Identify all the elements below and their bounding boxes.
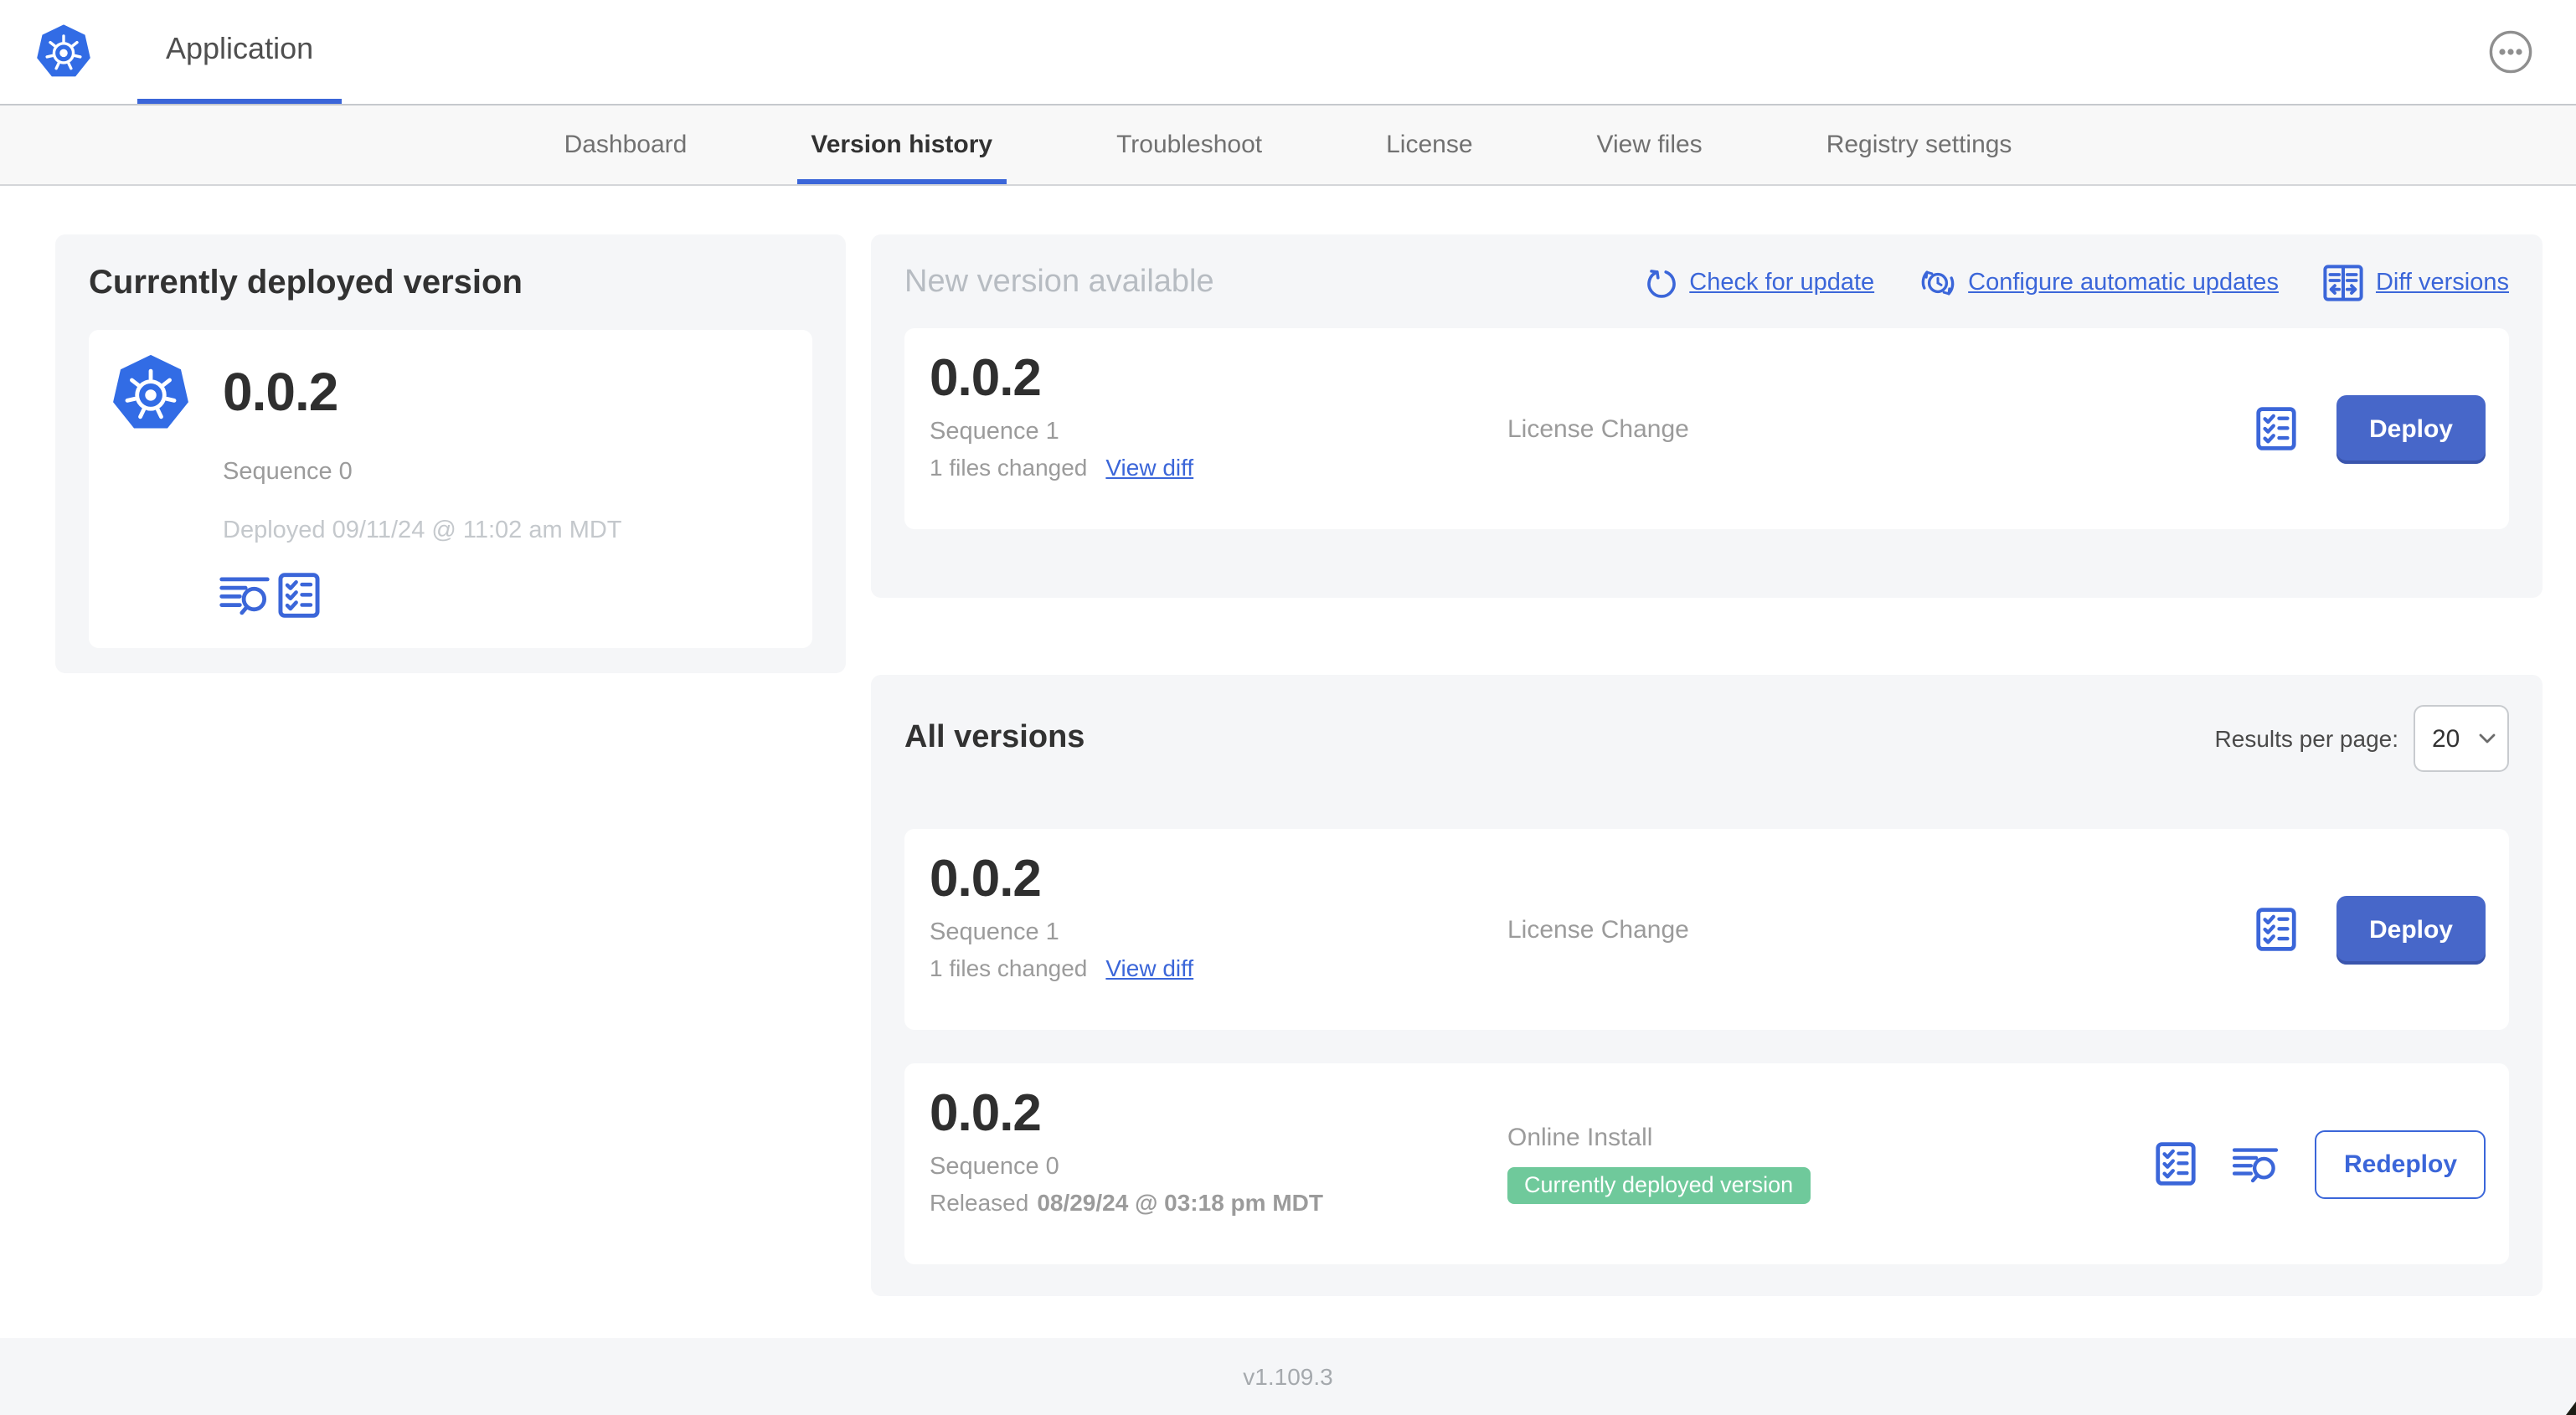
checklist-icon (278, 573, 320, 618)
released-timestamp: 08/29/24 @ 03:18 pm MDT (1037, 1189, 1323, 1217)
deploy-logs-icon-button[interactable] (2233, 1145, 2279, 1183)
tab-label: License (1386, 131, 1473, 159)
preflight-checks-icon-button[interactable] (2156, 1142, 2197, 1186)
kubernetes-logo-icon (35, 23, 92, 80)
preflight-checks-icon-button[interactable] (2256, 908, 2296, 951)
auto-update-icon (1919, 266, 1956, 300)
currently-deployed-title: Currently deployed version (89, 265, 523, 301)
subnav-tabs: Dashboard Version history Troubleshoot L… (0, 105, 2576, 186)
results-per-page-select[interactable]: 20 (2414, 705, 2509, 772)
app-title: Application (166, 32, 314, 65)
all-versions-title: All versions (904, 720, 1085, 755)
preflight-checks-icon-button[interactable] (2256, 407, 2296, 450)
app-title-tab[interactable]: Application (137, 0, 343, 104)
header-spacer (342, 0, 2489, 104)
released-prefix: Released (930, 1189, 1029, 1217)
current-version-number: 0.0.2 (223, 362, 338, 423)
version-sequence: Sequence 1 (930, 419, 1059, 446)
version-row: 0.0.2 Sequence 0 Released 08/29/24 @ 03:… (904, 1063, 2509, 1264)
currently-deployed-panel: Currently deployed version 0.0.2 Sequenc… (55, 234, 846, 673)
current-deployed-timestamp: Deployed 09/11/24 @ 11:02 am MDT (223, 517, 622, 544)
view-diff-link[interactable]: View diff (1105, 454, 1194, 481)
files-changed-label: 1 files changed (930, 954, 1088, 982)
diff-versions-link[interactable]: Diff versions (2324, 265, 2509, 301)
refresh-icon (1644, 266, 1677, 300)
tab-registry-settings[interactable]: Registry settings (1813, 105, 2026, 184)
console-version: v1.109.3 (1243, 1363, 1333, 1390)
deploy-logs-icon-button[interactable] (219, 574, 270, 616)
redeploy-button[interactable]: Redeploy (2315, 1129, 2486, 1198)
version-source-label: License Change (1507, 915, 1689, 944)
current-sequence: Sequence 0 (223, 459, 353, 486)
version-sequence: Sequence 0 (930, 1154, 1059, 1181)
top-header: Application (0, 0, 2576, 105)
version-source-label: License Change (1507, 414, 1689, 443)
tab-troubleshoot[interactable]: Troubleshoot (1103, 105, 1275, 184)
footer: v1.109.3 (0, 1338, 2576, 1415)
tab-label: Dashboard (564, 131, 688, 159)
tab-label: Troubleshoot (1116, 131, 1263, 159)
new-version-panel: New version available Check for update C… (871, 234, 2543, 598)
version-source-label: Online Install (1507, 1123, 1653, 1152)
tab-label: Version history (811, 131, 993, 159)
logs-icon (2233, 1145, 2279, 1183)
deploy-button[interactable]: Deploy (2336, 394, 2486, 463)
kubernetes-app-icon (111, 353, 191, 434)
diff-versions-label: Diff versions (2375, 270, 2509, 296)
app-logo (0, 0, 92, 104)
checklist-icon (2156, 1142, 2197, 1186)
tab-version-history[interactable]: Version history (797, 105, 1007, 184)
tab-license[interactable]: License (1373, 105, 1486, 184)
version-row: 0.0.2 Sequence 1 1 files changed View di… (904, 829, 2509, 1030)
preflight-checks-icon-button[interactable] (278, 573, 320, 618)
tab-label: View files (1596, 131, 1703, 159)
currently-deployed-card: 0.0.2 Sequence 0 Deployed 09/11/24 @ 11:… (89, 330, 812, 648)
configure-automatic-updates-link[interactable]: Configure automatic updates (1919, 266, 2279, 300)
diff-icon (2324, 265, 2364, 301)
files-changed-label: 1 files changed (930, 454, 1088, 481)
checklist-icon (2256, 908, 2296, 951)
currently-deployed-badge: Currently deployed version (1507, 1166, 1811, 1205)
tab-label: Registry settings (1826, 131, 2012, 159)
new-version-card: 0.0.2 Sequence 1 1 files changed View di… (904, 328, 2509, 529)
version-number: 0.0.2 (930, 849, 1042, 908)
version-number: 0.0.2 (930, 1083, 1042, 1142)
version-sequence: Sequence 1 (930, 919, 1059, 947)
version-number: 0.0.2 (930, 348, 1042, 407)
checklist-icon (2256, 407, 2296, 450)
configure-automatic-updates-label: Configure automatic updates (1968, 270, 2279, 296)
new-version-title: New version available (904, 265, 1214, 300)
view-diff-link[interactable]: View diff (1105, 954, 1194, 982)
tab-view-files[interactable]: View files (1584, 105, 1716, 184)
results-per-page-label: Results per page: (2214, 725, 2398, 752)
deploy-button[interactable]: Deploy (2336, 895, 2486, 964)
overflow-menu-button[interactable] (2489, 30, 2532, 74)
check-for-update-link[interactable]: Check for update (1644, 266, 1874, 300)
logs-icon (219, 574, 270, 616)
check-for-update-label: Check for update (1689, 270, 1875, 296)
ellipsis-icon (2489, 30, 2532, 74)
main-content: Currently deployed version 0.0.2 Sequenc… (0, 186, 2576, 1338)
all-versions-panel: All versions Results per page: 20 0.0.2 … (871, 675, 2543, 1296)
tab-dashboard[interactable]: Dashboard (551, 105, 701, 184)
